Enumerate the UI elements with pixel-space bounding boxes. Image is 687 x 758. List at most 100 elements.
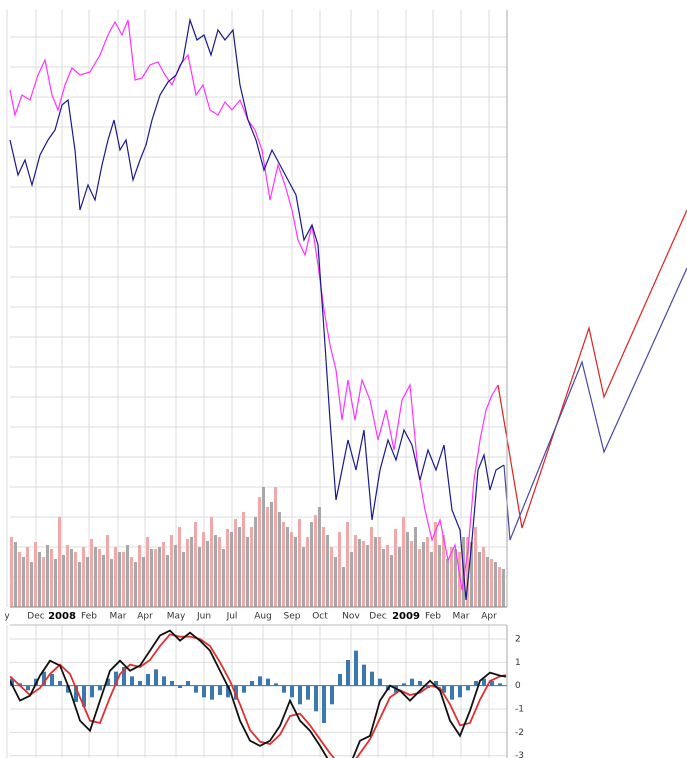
histogram-bar	[130, 676, 134, 686]
volume-bar	[82, 547, 85, 607]
volume-bar	[262, 487, 265, 607]
price-line	[9, 19, 499, 591]
volume-bar	[10, 537, 13, 607]
price-line	[503, 267, 687, 541]
volume-bar	[34, 542, 37, 607]
volume-bar	[418, 549, 421, 607]
price-line	[10, 629, 507, 758]
x-tick-label: Sep	[284, 612, 301, 622]
histogram-bar	[346, 660, 350, 686]
histogram-bar	[234, 685, 238, 700]
volume-bar	[86, 557, 89, 607]
volume-bar	[118, 552, 121, 607]
price-line	[497, 209, 687, 529]
volume-bar	[70, 549, 73, 607]
x-tick-label: Dec	[369, 612, 386, 622]
volume-bar	[218, 537, 221, 607]
x-tick-label: Mar	[110, 612, 127, 622]
volume-bar	[174, 545, 177, 607]
volume-bar	[458, 552, 461, 607]
volume-bar	[366, 545, 369, 607]
volume-bar	[314, 515, 317, 607]
volume-bar	[274, 487, 277, 607]
x-tick-label: 2008	[48, 611, 76, 622]
volume-bar	[194, 522, 197, 607]
volume-bar	[374, 537, 377, 607]
volume-bar	[62, 555, 65, 607]
volume-bar	[386, 545, 389, 607]
volume-bar	[26, 547, 29, 607]
histogram-bar	[82, 685, 86, 707]
histogram-bar	[50, 674, 54, 686]
volume-bar	[482, 547, 485, 607]
volume-bar	[214, 535, 217, 607]
histogram-bar	[146, 674, 150, 686]
histogram-bar	[290, 685, 294, 698]
volume-bar	[502, 569, 505, 607]
volume-bar	[438, 545, 441, 607]
volume-bar	[470, 542, 473, 607]
volume-bar	[378, 537, 381, 607]
volume-bar	[110, 559, 113, 607]
histogram-bar	[330, 685, 334, 705]
volume-bar	[222, 549, 225, 607]
volume-bar	[74, 552, 77, 607]
histogram-bar	[258, 676, 262, 686]
volume-bar	[226, 529, 229, 607]
histogram-bar	[378, 678, 382, 686]
histogram-bar	[466, 685, 470, 691]
volume-bar	[130, 557, 133, 607]
volume-bar	[282, 522, 285, 607]
volume-bar	[478, 552, 481, 607]
volume-bar	[210, 517, 213, 607]
histogram-bar	[434, 681, 438, 686]
volume-bar	[154, 549, 157, 607]
volume-bar	[290, 532, 293, 607]
y-tick-label: -1	[515, 705, 524, 715]
histogram-bar	[418, 681, 422, 686]
histogram-bar	[266, 678, 270, 686]
volume-bar	[106, 535, 109, 607]
volume-bar	[102, 555, 105, 607]
histogram-bar	[410, 678, 414, 686]
volume-bar	[50, 549, 53, 607]
histogram-bar	[482, 678, 486, 686]
histogram-bar	[498, 683, 502, 686]
histogram-bar	[402, 683, 406, 686]
histogram-bar	[314, 685, 318, 712]
volume-bar	[158, 547, 161, 607]
x-tick-label: Jun	[196, 612, 211, 622]
volume-bar	[206, 541, 209, 607]
volume-bar	[330, 547, 333, 607]
volume-bar	[58, 517, 61, 607]
histogram-bar	[26, 685, 30, 691]
x-tick-label: y	[4, 612, 10, 622]
histogram-bar	[106, 678, 110, 686]
volume-bar	[38, 552, 41, 607]
volume-bar	[334, 557, 337, 607]
volume-bar	[170, 535, 173, 607]
histogram-bar	[274, 683, 278, 686]
x-tick-label: Oct	[312, 612, 328, 622]
volume-bar	[242, 512, 245, 607]
volume-bar	[254, 517, 257, 607]
volume-bar	[490, 559, 493, 607]
volume-bar	[430, 552, 433, 607]
histogram-bar	[450, 685, 454, 700]
x-tick-label: May	[167, 612, 186, 622]
histogram-bar	[282, 685, 286, 693]
histogram-bar	[250, 681, 254, 686]
histogram-bar	[362, 664, 366, 686]
volume-bar	[266, 507, 269, 607]
histogram-bar	[186, 681, 190, 686]
x-tick-label: Feb	[81, 612, 97, 622]
volume-bar	[450, 547, 453, 607]
volume-bar	[234, 519, 237, 607]
volume-bar	[42, 557, 45, 607]
histogram-bar	[370, 671, 374, 686]
volume-bar	[146, 537, 149, 607]
volume-bar	[66, 545, 69, 607]
price-line	[9, 17, 505, 601]
volume-bar	[354, 535, 357, 607]
